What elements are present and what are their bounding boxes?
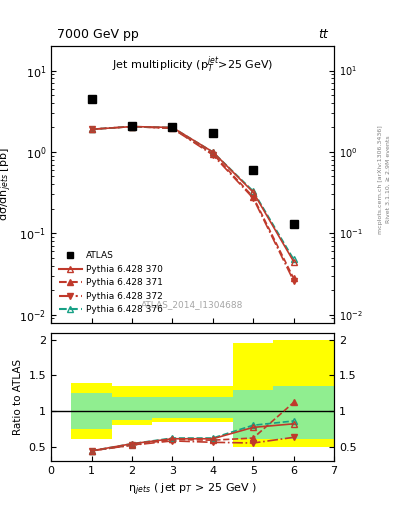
- Bar: [193, 397, 233, 418]
- Bar: [274, 340, 334, 446]
- Line: ATLAS: ATLAS: [87, 95, 298, 228]
- Y-axis label: dσ/dn$_{jets}$ [pb]: dσ/dn$_{jets}$ [pb]: [0, 147, 14, 221]
- Text: mcplots.cern.ch [arXiv:1306.3436]: mcplots.cern.ch [arXiv:1306.3436]: [378, 125, 383, 233]
- ATLAS: [130, 123, 134, 129]
- Text: 7000 GeV pp: 7000 GeV pp: [57, 28, 138, 40]
- Bar: [152, 386, 193, 422]
- Bar: [233, 344, 274, 446]
- Bar: [274, 386, 334, 439]
- Bar: [71, 382, 112, 439]
- Text: Jet multiplicity (p$_T^{jet}$>25 GeV): Jet multiplicity (p$_T^{jet}$>25 GeV): [112, 54, 273, 75]
- Text: tt: tt: [319, 28, 329, 40]
- ATLAS: [251, 167, 255, 173]
- ATLAS: [89, 96, 94, 102]
- Bar: [152, 397, 193, 418]
- Bar: [193, 386, 233, 422]
- Bar: [112, 386, 152, 425]
- Text: ATLAS_2014_I1304688: ATLAS_2014_I1304688: [141, 300, 244, 309]
- ATLAS: [170, 124, 175, 131]
- Legend: ATLAS, Pythia 6.428 370, Pythia 6.428 371, Pythia 6.428 372, Pythia 6.428 376: ATLAS, Pythia 6.428 370, Pythia 6.428 37…: [55, 248, 167, 318]
- ATLAS: [291, 221, 296, 227]
- Bar: [112, 397, 152, 419]
- ATLAS: [210, 130, 215, 136]
- Text: Rivet 3.1.10, ≥ 2.9M events: Rivet 3.1.10, ≥ 2.9M events: [386, 135, 391, 223]
- X-axis label: η$_{jets}$ ( jet p$_T$ > 25 GeV ): η$_{jets}$ ( jet p$_T$ > 25 GeV ): [128, 481, 257, 498]
- Y-axis label: Ratio to ATLAS: Ratio to ATLAS: [13, 359, 23, 435]
- Bar: [71, 393, 112, 429]
- Bar: [233, 390, 274, 439]
